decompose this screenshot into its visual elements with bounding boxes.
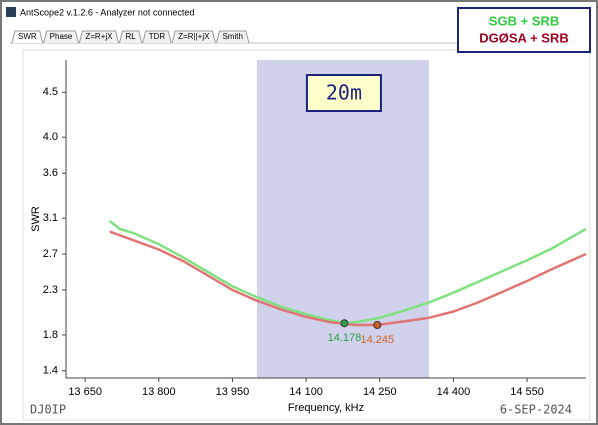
y-tick-label: 3.1 [43, 212, 58, 224]
y-tick-label: 2.7 [43, 248, 58, 260]
x-tick-label: 13 950 [216, 386, 250, 398]
tab-label[interactable]: Phase [50, 32, 73, 41]
tab-label[interactable]: Z=R+jX [85, 32, 113, 41]
x-tick-label: 14 550 [510, 386, 544, 398]
footer-callsign: DJ0IP [30, 403, 66, 417]
legend-entry: SGB + SRB [489, 13, 559, 28]
marker-label: 14.245 [360, 334, 394, 346]
tab[interactable] [171, 30, 216, 44]
x-tick-label: 13 650 [68, 386, 102, 398]
tab[interactable] [118, 30, 143, 44]
y-tick-label: 4.5 [43, 86, 58, 98]
tab-label[interactable]: Smith [222, 32, 242, 41]
legend-entry: DGØSA + SRB [479, 30, 568, 45]
y-tick-label: 2.3 [43, 284, 58, 296]
y-axis-title: SWR [30, 206, 42, 232]
x-tick-label: 14 400 [437, 386, 471, 398]
x-axis-title: Frequency, kHz [288, 402, 364, 414]
tab-label[interactable]: Z=R||+jX [178, 32, 210, 41]
band-label-box [305, 74, 382, 112]
tab[interactable] [215, 30, 250, 44]
y-tick-label: 1.8 [43, 329, 58, 341]
tab-label[interactable]: TDR [149, 32, 166, 41]
x-tick-label: 14 100 [289, 386, 323, 398]
x-tick-label: 14 250 [363, 386, 397, 398]
app-icon [6, 7, 16, 17]
marker-label: 14.178 [328, 332, 362, 344]
tab[interactable] [11, 30, 44, 44]
tab[interactable] [142, 30, 172, 44]
tab-label[interactable]: SWR [18, 32, 37, 41]
y-tick-label: 4.0 [43, 131, 58, 143]
y-tick-label: 1.4 [43, 365, 58, 377]
x-tick-label: 13 800 [142, 386, 176, 398]
y-tick-label: 3.6 [43, 167, 58, 179]
tab[interactable] [78, 30, 119, 44]
band-label: 20m [326, 81, 362, 105]
marker [373, 321, 382, 329]
tab-label[interactable]: RL [125, 32, 136, 41]
legend: SGB + SRB DGØSA + SRB [457, 7, 591, 53]
footer-date: 6-SEP-2024 [500, 403, 572, 417]
title-bar [2, 2, 596, 22]
legend-box [457, 7, 591, 53]
window-title: AntScope2 v.1.2.6 - Analyzer not connect… [20, 7, 194, 17]
tab[interactable] [43, 30, 79, 44]
marker [340, 319, 349, 328]
